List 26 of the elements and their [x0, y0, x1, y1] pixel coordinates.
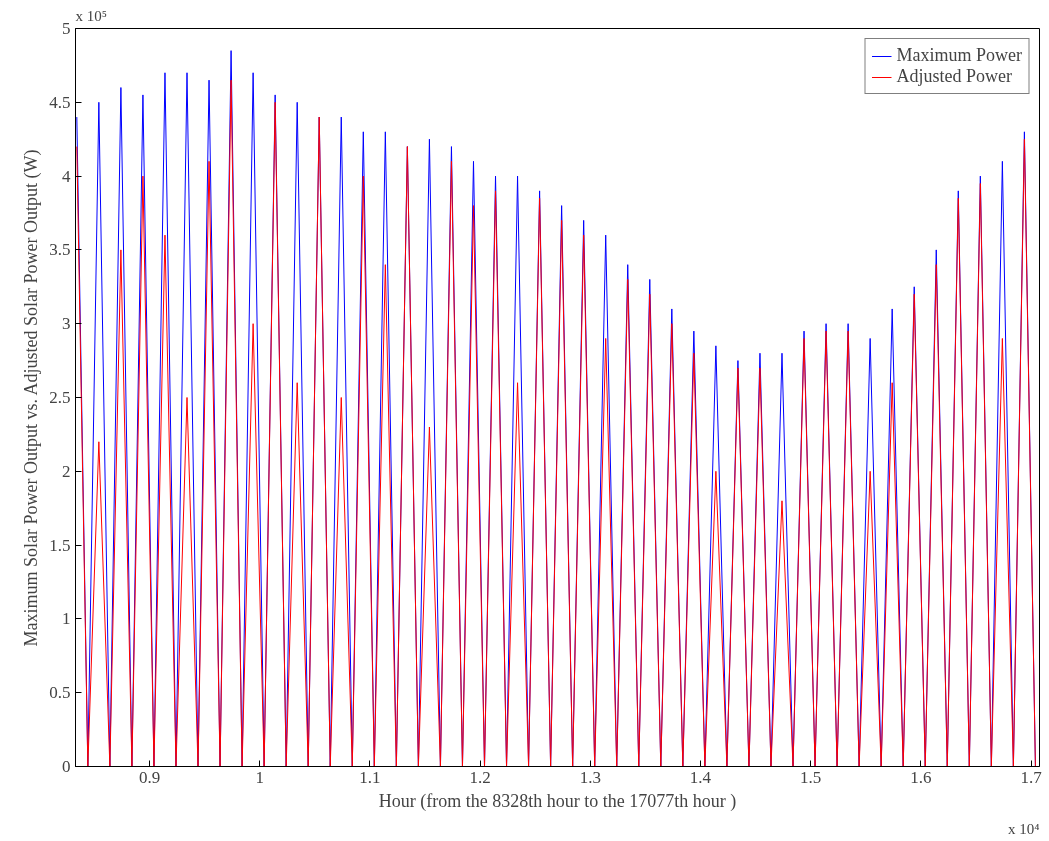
- x-tick-label: 1.3: [579, 767, 601, 787]
- y-tick-label: 3: [62, 314, 71, 334]
- x-tick-label: 1: [255, 767, 264, 787]
- legend-label: Maximum Power: [896, 45, 1022, 66]
- y-tick-label: 3.5: [49, 240, 71, 260]
- y-tick-label: 5: [62, 19, 71, 38]
- y-tick-label: 0: [62, 757, 71, 776]
- x-tick-label: 1.2: [469, 767, 491, 787]
- y-tick-label: 4: [62, 166, 71, 186]
- x-tick-label: 1.4: [689, 767, 712, 787]
- x-axis-title: Hour (from the 8328th hour to the 17077th hour ): [378, 790, 737, 812]
- x-tick-label: 1.1: [359, 767, 381, 787]
- y-tick-label: 4.5: [49, 92, 71, 112]
- y-tick-label: 1: [62, 609, 71, 629]
- x-tick-label: 1.6: [910, 767, 932, 787]
- y-tick-label: 2: [62, 461, 71, 481]
- y-tick-label: 1.5: [49, 535, 71, 555]
- x-tick-label: 0.9: [138, 767, 161, 787]
- text: x 10⁵: [75, 7, 107, 24]
- y-tick-label: 2.5: [49, 388, 71, 407]
- y-axis-title: Maximum Solar Power Output vs. Adjusted Solar Power Output (W): [21, 149, 43, 647]
- x-tick-label: 1.7: [1020, 767, 1043, 787]
- x-tick-label: 1.5: [800, 767, 822, 787]
- legend-label: Adjusted Power: [896, 66, 1012, 87]
- text: x 10⁴: [1008, 820, 1040, 837]
- y-tick-label: 0.5: [49, 683, 71, 703]
